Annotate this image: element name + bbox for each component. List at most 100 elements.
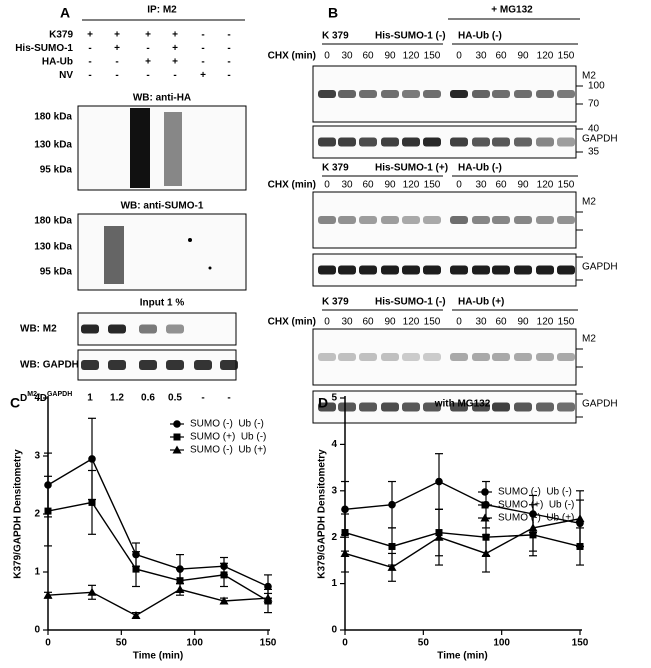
treatment-sign: +: [145, 57, 151, 68]
chx-time: 150: [558, 51, 575, 62]
blot-band: [423, 90, 441, 98]
blot-band: [536, 90, 554, 98]
chx-time: 0: [456, 51, 462, 62]
series-line: [47, 457, 269, 588]
marker: [88, 455, 96, 463]
blot-band: [492, 353, 510, 361]
treatment-sign: +: [172, 43, 178, 54]
y-tick-label: 1: [331, 578, 337, 589]
y-axis-label: K379/GAPDH Densitometry: [317, 449, 328, 579]
blot-band: [492, 90, 510, 98]
blot-band: [450, 402, 468, 412]
blot-gapdh: [312, 390, 577, 424]
chx-time: 150: [424, 180, 441, 191]
blot-band: [472, 353, 490, 361]
blot-label: WB: M2: [20, 324, 57, 335]
treatment-sign: -: [115, 70, 118, 81]
blot-band: [359, 216, 377, 224]
block-header: K 379: [322, 163, 349, 174]
y-tick-label: 5: [331, 393, 337, 404]
blot-band: [381, 402, 399, 412]
treatment-sign: -: [88, 70, 91, 81]
chx-time: 60: [495, 180, 507, 191]
size-marker: 35: [588, 147, 600, 158]
blot-band: [557, 216, 575, 224]
series-line: [344, 517, 581, 569]
blot-band: [318, 137, 336, 147]
marker: [481, 501, 489, 509]
chx-time: 60: [362, 51, 374, 62]
x-tick-label: 50: [116, 638, 128, 649]
kda-marker: 180 kDa: [34, 112, 72, 123]
blot-band: [359, 353, 377, 361]
blot-m2: [312, 191, 577, 249]
chx-label: CHX (min): [268, 51, 316, 62]
blot-band: [423, 216, 441, 224]
block-header: HA-Ub (-): [458, 31, 502, 42]
blot-band: [557, 137, 575, 147]
treatment-sign: -: [201, 43, 204, 54]
blot-band: [81, 360, 99, 370]
x-tick-label: 150: [260, 638, 277, 649]
y-tick-label: 4: [331, 439, 337, 450]
marker: [87, 587, 97, 596]
blot-band: [472, 402, 490, 412]
blot-band: [514, 402, 532, 412]
marker: [176, 577, 184, 585]
treatment-label: HA-Ub: [42, 57, 73, 68]
blot-band: [359, 90, 377, 98]
treatment-sign: -: [88, 57, 91, 68]
chx-time: 120: [537, 317, 554, 328]
treatment-label: K379: [49, 30, 73, 41]
legend-label: SUMO (-) Ub (+): [498, 513, 574, 524]
marker: [341, 529, 349, 537]
y-tick-label: 0: [34, 625, 40, 636]
blot-band: [536, 216, 554, 224]
ratio-value: -: [227, 393, 230, 404]
chx-time: 90: [384, 51, 396, 62]
blot-band: [381, 137, 399, 147]
panel-label: A: [60, 5, 70, 21]
marker: [44, 507, 52, 515]
blot-band: [402, 137, 420, 147]
series-line: [344, 480, 581, 524]
series-line: [344, 531, 581, 548]
dot: [188, 238, 192, 242]
smear: [104, 226, 124, 284]
chx-time: 30: [475, 180, 487, 191]
blot-band: [492, 265, 510, 275]
chx-time: 90: [517, 180, 529, 191]
blot-m2: [312, 328, 577, 386]
chx-time: 120: [403, 180, 420, 191]
treatment-sign: -: [146, 43, 149, 54]
y-tick-label: 3: [331, 485, 337, 496]
ratio-value: 0.6: [141, 393, 155, 404]
size-marker: 70: [588, 99, 600, 110]
blot-band: [139, 324, 157, 334]
marker: [434, 532, 444, 541]
treatment-sign: +: [172, 57, 178, 68]
y-tick-label: 1: [34, 567, 40, 578]
blot-label: WB: GAPDH: [20, 360, 79, 371]
blot-band: [450, 90, 468, 98]
x-tick-label: 0: [45, 638, 51, 649]
blot-band: [194, 360, 212, 370]
blot-label: M2: [582, 197, 596, 208]
chx-time: 0: [324, 51, 330, 62]
ratio-label-part: GAPDH: [47, 391, 72, 398]
x-tick-label: 150: [572, 638, 589, 649]
blot-band: [450, 265, 468, 275]
x-axis-label: Time (min): [133, 651, 183, 662]
marker: [263, 593, 273, 602]
blot-band: [81, 324, 99, 334]
kda-marker: 130 kDa: [34, 242, 72, 253]
marker: [575, 514, 585, 523]
blot-band: [536, 265, 554, 275]
blot-title: WB: anti-HA: [133, 93, 191, 104]
blot-label: GAPDH: [582, 399, 618, 410]
blot-band: [536, 353, 554, 361]
marker: [388, 500, 396, 509]
legend-label: SUMO (-) Ub (-): [190, 419, 264, 430]
blot-band: [108, 360, 126, 370]
